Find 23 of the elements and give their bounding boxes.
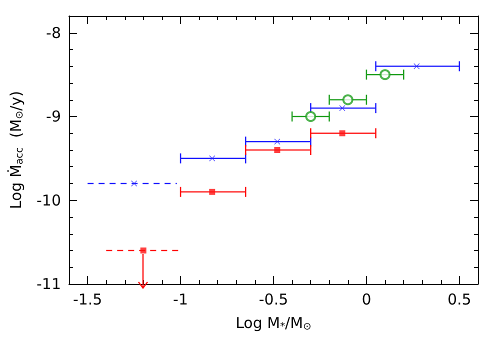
x-tick-label: 0 (362, 290, 372, 308)
x-tick-label: -1.5 (72, 290, 102, 308)
point (339, 105, 346, 112)
point (131, 180, 138, 186)
point (274, 138, 280, 145)
point (140, 248, 146, 254)
point (209, 155, 216, 162)
point (209, 188, 216, 195)
point (305, 111, 316, 122)
y-tick-label: -11 (36, 275, 61, 293)
point (339, 130, 346, 136)
y-tick-label: -8 (46, 24, 61, 42)
point (342, 94, 354, 106)
x-axis-title: Log M*/M⊙ (236, 314, 312, 332)
y-tick-label: -10 (36, 191, 61, 210)
y-axis-title: Log Ṁacc (M⊙/y) (7, 90, 26, 210)
x-tick-label: -0.5 (258, 290, 288, 308)
x-tick-label: -1 (173, 290, 188, 308)
y-tick-label: -9 (46, 108, 61, 126)
point (380, 69, 391, 80)
x-tick-label: 0.5 (447, 290, 472, 308)
point (274, 147, 280, 153)
point (414, 63, 420, 70)
